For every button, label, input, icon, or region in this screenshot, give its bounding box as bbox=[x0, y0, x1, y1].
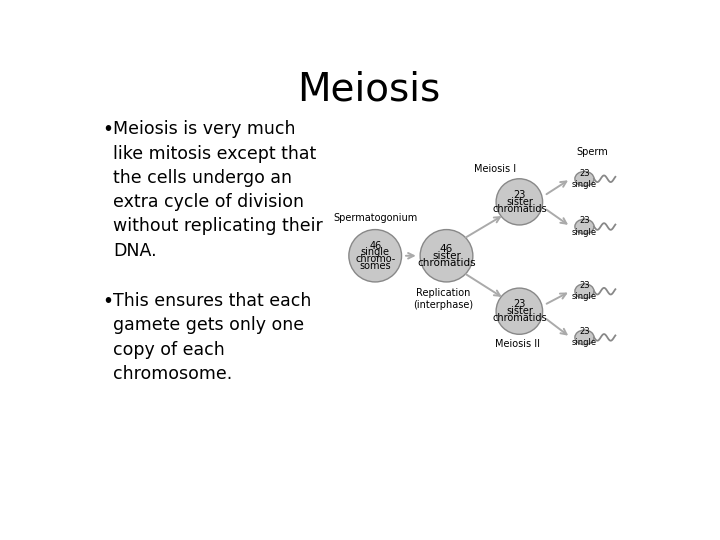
Text: 23
single: 23 single bbox=[572, 281, 597, 301]
Text: sister: sister bbox=[432, 251, 461, 261]
Text: Spermatogonium: Spermatogonium bbox=[333, 213, 418, 224]
Text: 46: 46 bbox=[369, 241, 382, 251]
Text: chromatids: chromatids bbox=[417, 258, 476, 268]
Text: Replication
(interphase): Replication (interphase) bbox=[413, 288, 474, 310]
Text: chromatids: chromatids bbox=[492, 313, 546, 323]
Text: chromo-: chromo- bbox=[355, 254, 395, 264]
Text: sister: sister bbox=[506, 306, 533, 316]
Text: 23
single: 23 single bbox=[572, 327, 597, 347]
Text: 23: 23 bbox=[513, 300, 526, 309]
Text: •: • bbox=[102, 120, 114, 139]
Text: 23: 23 bbox=[513, 190, 526, 200]
Circle shape bbox=[496, 179, 543, 225]
Text: 23
single: 23 single bbox=[572, 217, 597, 237]
Text: Meiosis II: Meiosis II bbox=[495, 339, 540, 349]
Text: chromatids: chromatids bbox=[492, 204, 546, 214]
Text: Meiosis: Meiosis bbox=[297, 70, 441, 109]
Text: •: • bbox=[102, 292, 114, 311]
Ellipse shape bbox=[575, 330, 594, 345]
Ellipse shape bbox=[575, 171, 594, 186]
Text: 46: 46 bbox=[440, 244, 453, 254]
Text: 23
single: 23 single bbox=[572, 168, 597, 189]
Ellipse shape bbox=[575, 219, 594, 234]
Text: Meiosis is very much
like mitosis except that
the cells undergo an
extra cycle o: Meiosis is very much like mitosis except… bbox=[113, 120, 323, 260]
Circle shape bbox=[496, 288, 543, 334]
Circle shape bbox=[349, 230, 402, 282]
Text: Sperm: Sperm bbox=[576, 147, 608, 157]
Text: sister: sister bbox=[506, 197, 533, 207]
Ellipse shape bbox=[575, 284, 594, 299]
Circle shape bbox=[420, 230, 473, 282]
Text: single: single bbox=[361, 247, 390, 258]
Text: Meiosis I: Meiosis I bbox=[474, 164, 516, 174]
Text: This ensures that each
gamete gets only one
copy of each
chromosome.: This ensures that each gamete gets only … bbox=[113, 292, 312, 383]
Text: somes: somes bbox=[359, 261, 391, 271]
